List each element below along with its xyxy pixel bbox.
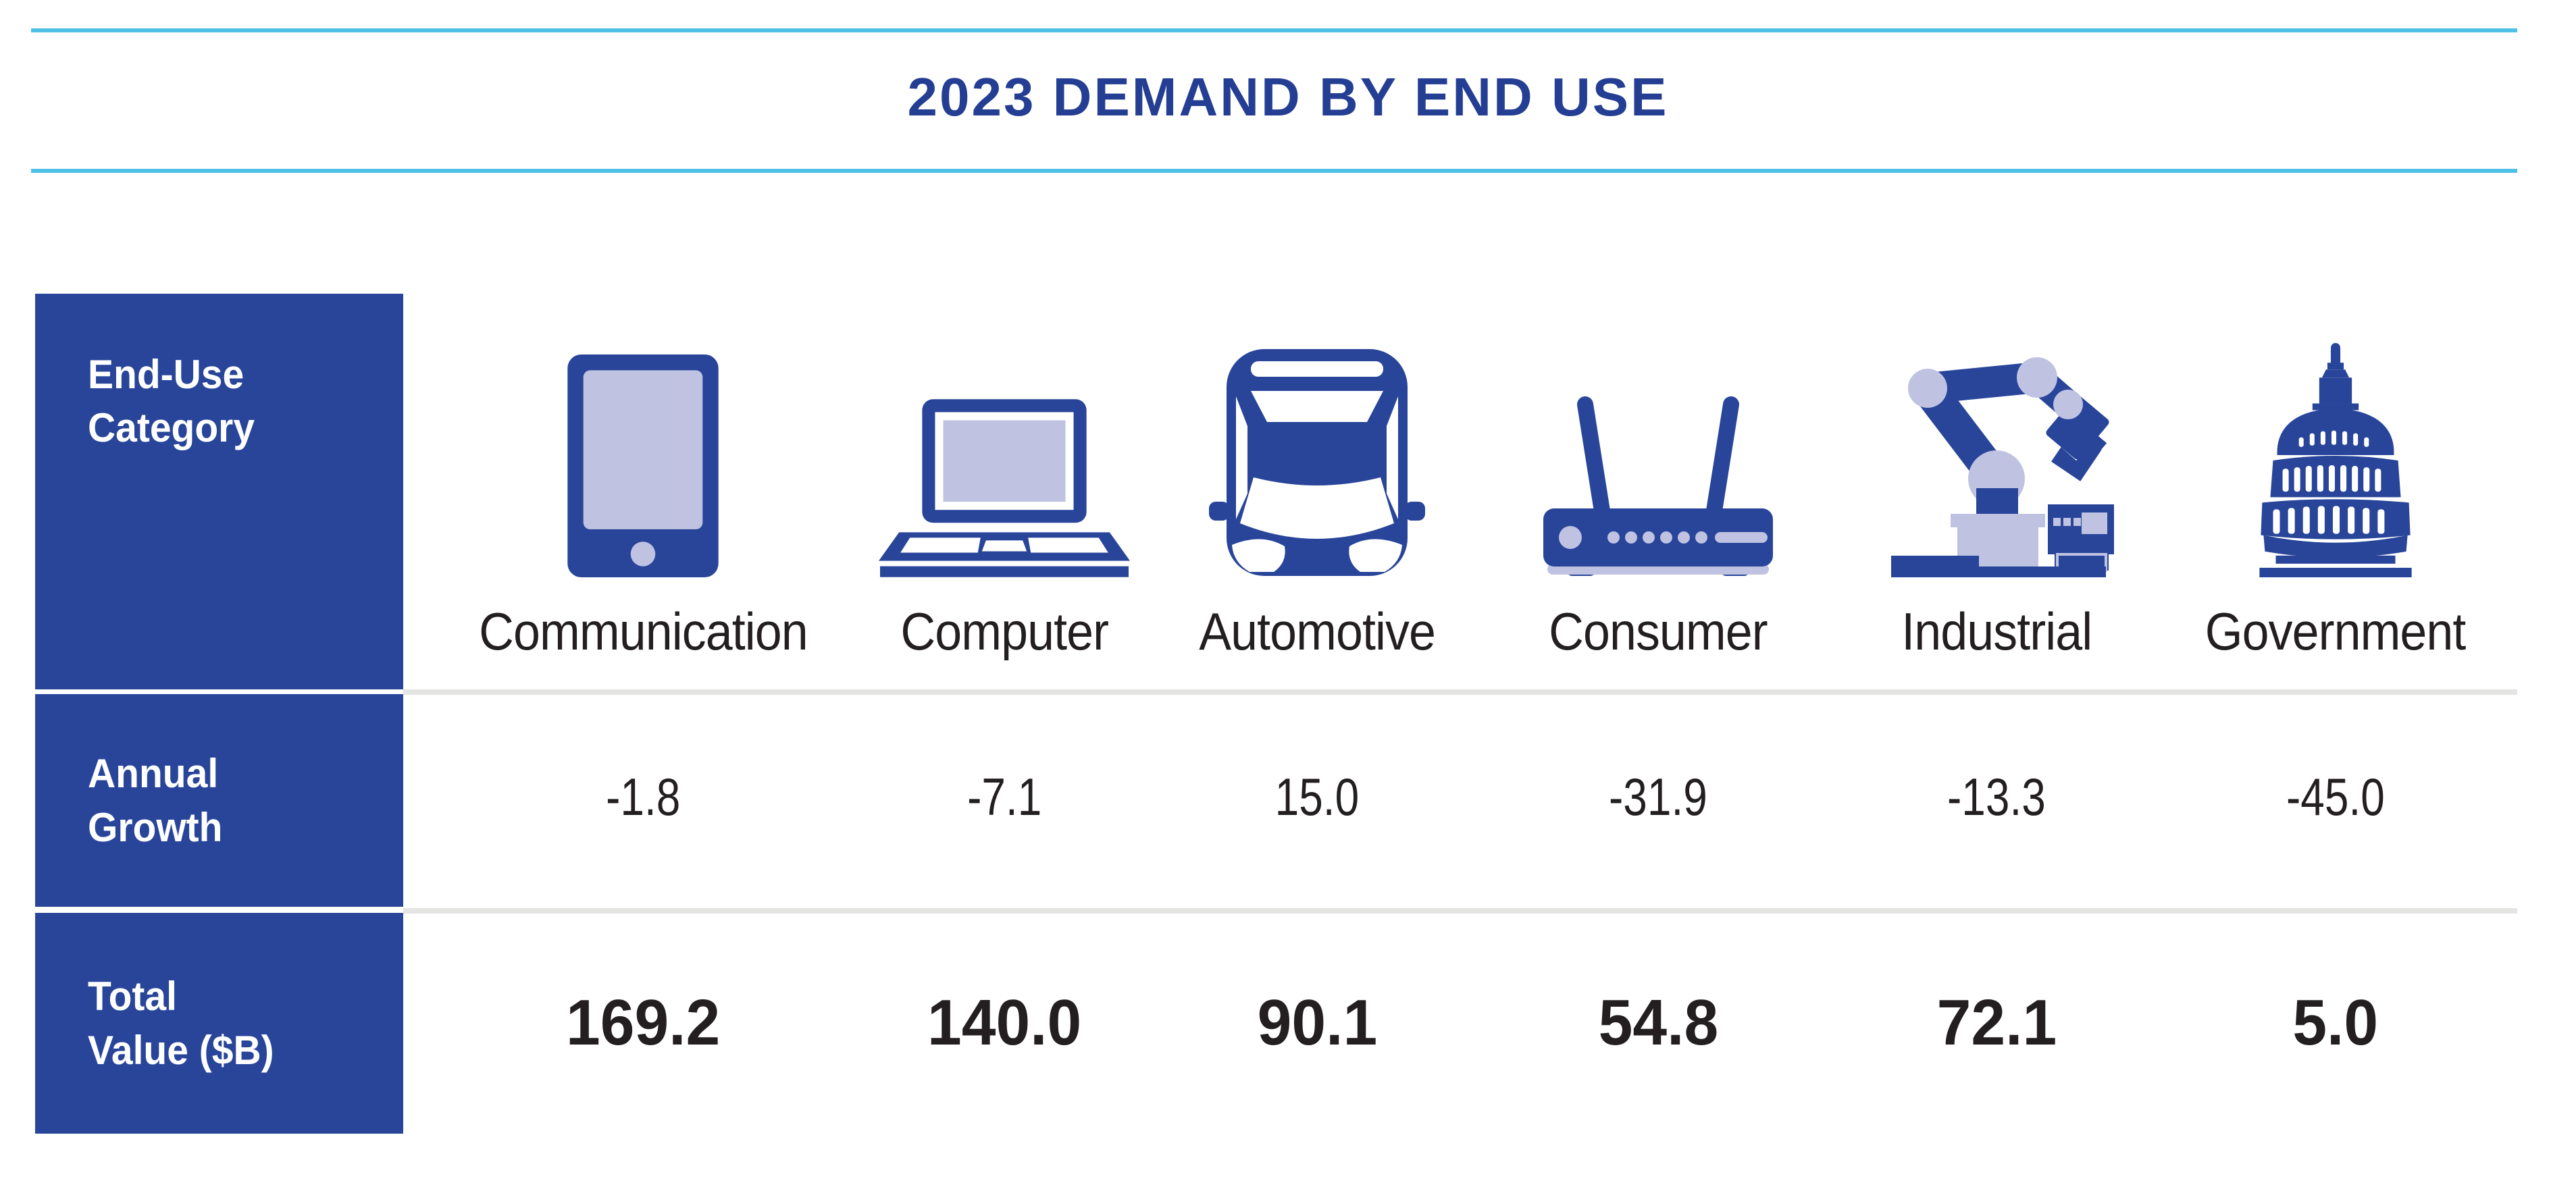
total-value: 54.8 xyxy=(1598,986,1718,1059)
category-label: Computer xyxy=(900,601,1109,661)
total-value: 72.1 xyxy=(1936,986,2057,1059)
car-icon xyxy=(1138,311,1496,577)
annual-growth-value: 15.0 xyxy=(1274,766,1360,826)
router-icon xyxy=(1479,311,1837,577)
category-label: Industrial xyxy=(1901,601,2092,661)
category-label: Consumer xyxy=(1549,601,1768,661)
total-value: 90.1 xyxy=(1257,986,1377,1059)
row-header-line: Total xyxy=(88,974,177,1020)
column-communication: Communication -1.8 169.2 xyxy=(464,311,822,1134)
row-header-line: Category xyxy=(88,405,255,451)
tablet-icon xyxy=(464,311,822,577)
column-government: Government -45.0 5.0 xyxy=(2157,311,2515,1134)
robot-arm-icon xyxy=(1818,311,2175,577)
column-industrial: Industrial -13.3 72.1 xyxy=(1818,311,2175,1134)
category-label: Communication xyxy=(478,601,808,661)
row-header-annual-growth: Annual Growth xyxy=(35,694,403,907)
annual-growth-value: -7.1 xyxy=(967,766,1042,826)
column-computer: Computer -7.1 140.0 xyxy=(825,311,1183,1134)
total-value: 140.0 xyxy=(927,986,1082,1059)
row-header-end-use-category: End-Use Category xyxy=(35,294,403,689)
category-label: Automotive xyxy=(1199,601,1436,661)
row-header-line: Annual xyxy=(88,751,219,797)
annual-growth-value: -1.8 xyxy=(605,766,681,826)
row-header-line: Value ($B) xyxy=(88,1027,274,1073)
laptop-icon xyxy=(825,311,1183,577)
annual-growth-value: -45.0 xyxy=(2286,766,2385,826)
row-separator-1 xyxy=(403,689,2517,695)
title-underline-rule xyxy=(31,169,2517,173)
row-header-line: End-Use xyxy=(88,352,244,397)
column-router-icon-wrap: Consumer -31.9 54.8 xyxy=(1479,311,1837,1134)
total-value: 5.0 xyxy=(2292,986,2379,1059)
annual-growth-value: -31.9 xyxy=(1609,766,1707,826)
total-value: 169.2 xyxy=(565,986,721,1059)
page-title: 2023 DEMAND BY END USE xyxy=(907,67,1669,127)
row-header-line: Growth xyxy=(88,804,223,850)
row-header-total-value: Total Value ($B) xyxy=(35,913,403,1134)
top-rule xyxy=(31,28,2517,32)
annual-growth-value: -13.3 xyxy=(1947,766,2046,826)
category-label: Government xyxy=(2205,601,2467,661)
capitol-icon xyxy=(2157,311,2515,577)
column-automotive: Automotive 15.0 90.1 xyxy=(1138,311,1496,1134)
row-separator-2 xyxy=(403,908,2517,914)
